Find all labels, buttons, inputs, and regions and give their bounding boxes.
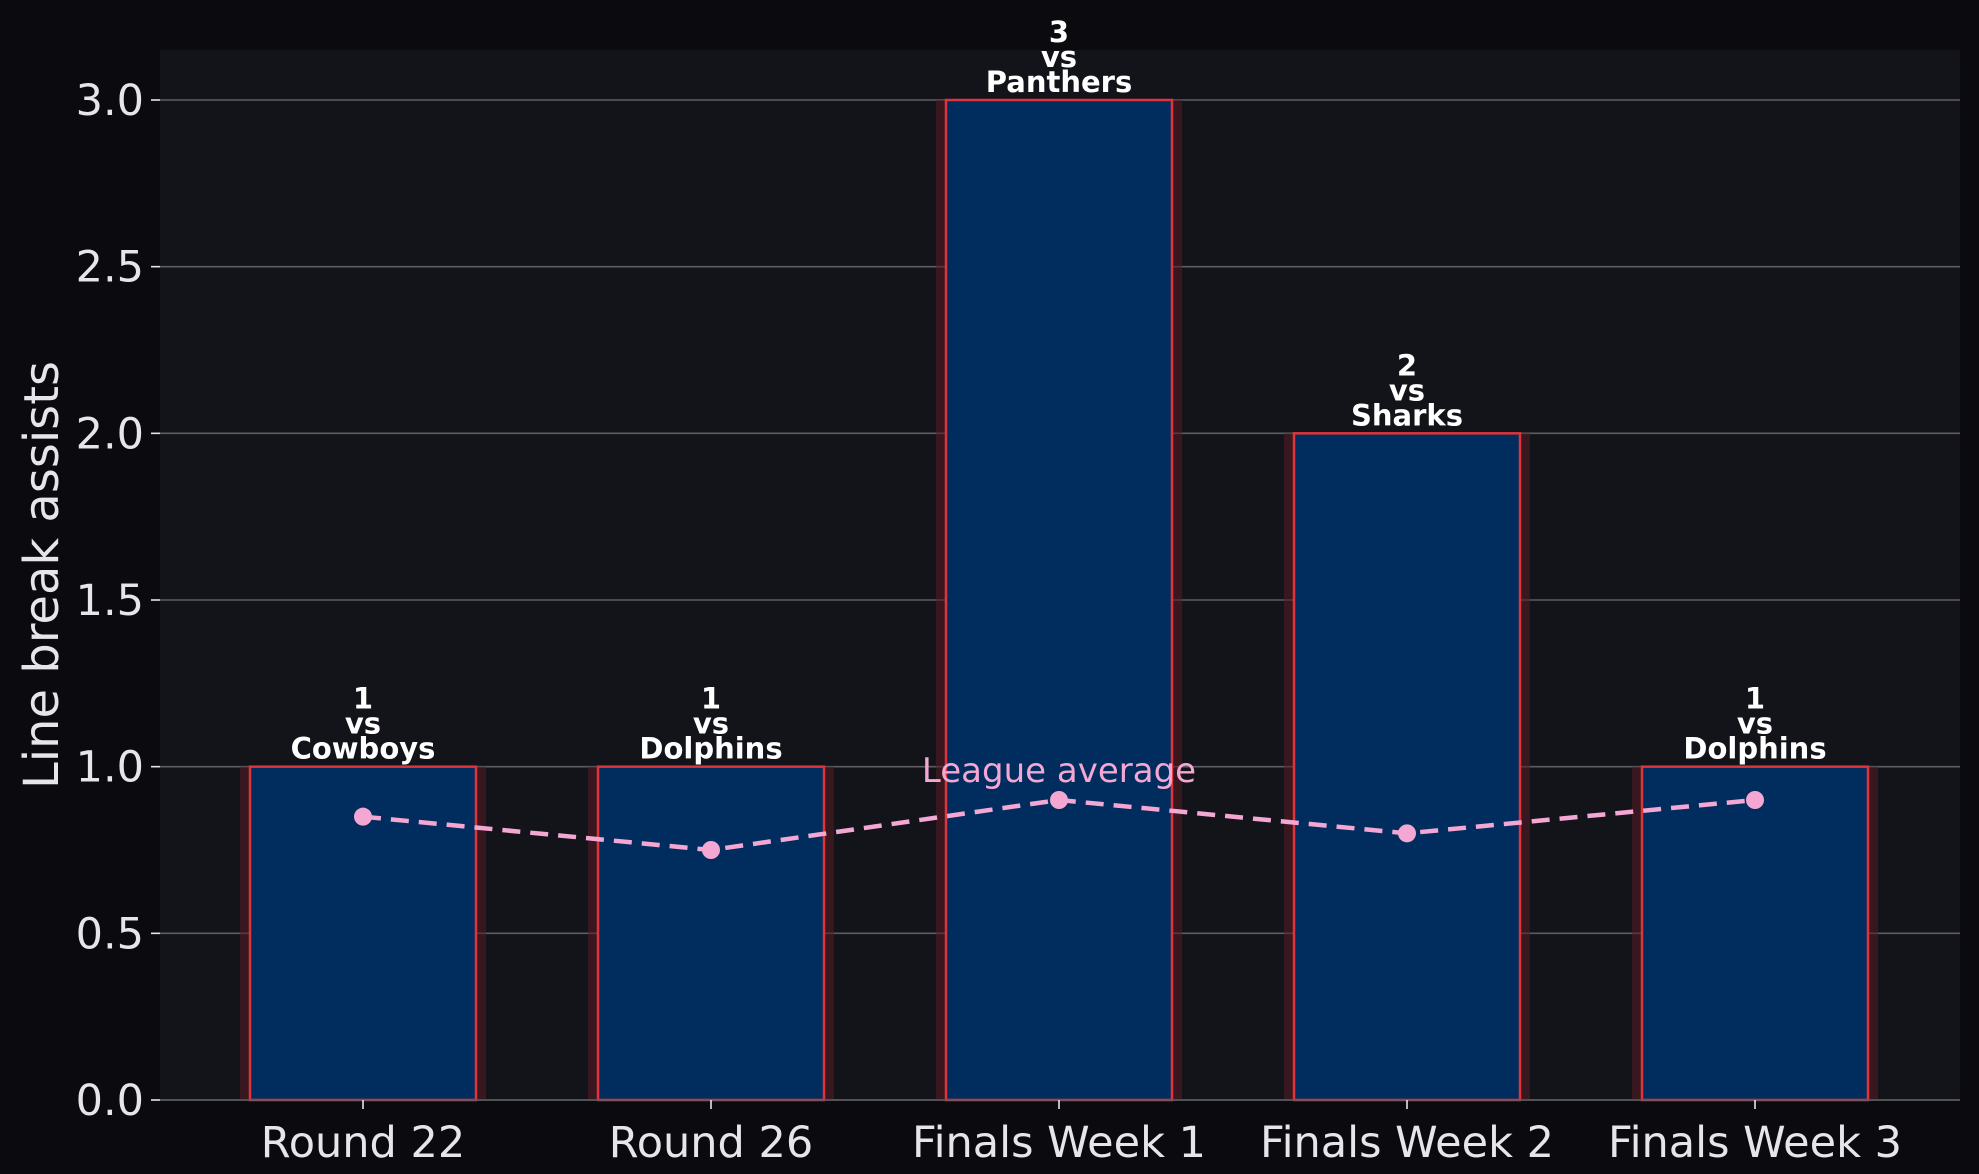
bar-opponent-label: Cowboys [291, 732, 436, 766]
bar-opponent-label: Panthers [986, 65, 1132, 99]
bar-value-label: 1 [1745, 682, 1765, 716]
league-average-point [1398, 824, 1416, 843]
bar-vs-label: vs [1737, 707, 1773, 741]
bar [1640, 765, 1870, 1102]
x-tick-label: Round 22 [261, 1118, 465, 1168]
league-average-point [1050, 791, 1068, 809]
league-average-point [1746, 791, 1764, 809]
bar-vs-label: vs [693, 707, 729, 741]
bar-vs-label: vs [345, 707, 381, 741]
x-tick-label: Finals Week 3 [1608, 1118, 1902, 1168]
bar-value-label: 2 [1397, 348, 1417, 382]
bar-value-label: 3 [1049, 15, 1069, 49]
bar [1292, 432, 1522, 1102]
y-tick-label: 2.5 [76, 243, 144, 293]
x-tick-label: Finals Week 1 [912, 1118, 1206, 1168]
bar-opponent-label: Dolphins [639, 732, 782, 766]
bar-value-label: 1 [701, 682, 721, 716]
x-tick-label: Finals Week 2 [1260, 1118, 1554, 1168]
bar-vs-label: vs [1389, 373, 1425, 407]
bar [596, 765, 826, 1102]
bar-opponent-label: Dolphins [1683, 732, 1826, 766]
y-axis-label: Line break assists [14, 361, 70, 789]
y-tick-label: 1.5 [76, 576, 144, 626]
league-average-line: League average [354, 751, 1764, 859]
bar-opponent-label: Sharks [1351, 398, 1463, 432]
bar [944, 98, 1174, 1102]
bar-vs-label: vs [1041, 40, 1077, 74]
x-tick-label: Round 26 [609, 1118, 813, 1168]
league-average-point [702, 841, 720, 859]
league-average-point [354, 807, 372, 826]
y-tick-label: 2.0 [76, 409, 144, 459]
bar-value-label: 1 [353, 682, 373, 716]
y-tick-label: 0.0 [76, 1076, 144, 1126]
y-tick-label: 0.5 [76, 909, 144, 959]
y-tick-label: 1.0 [76, 743, 144, 793]
axes: 0.0 0.5 1.0 1.5 2.0 2.5 3.0 Round 22 Round 26 Fin… [76, 76, 1960, 1168]
bars [240, 98, 1878, 1102]
y-tick-label: 3.0 [76, 76, 144, 126]
league-average-label: League average [922, 751, 1196, 791]
bar-labels: 1vsCowboys1vsDolphins3vsPanthers2vsShark… [291, 15, 1827, 766]
